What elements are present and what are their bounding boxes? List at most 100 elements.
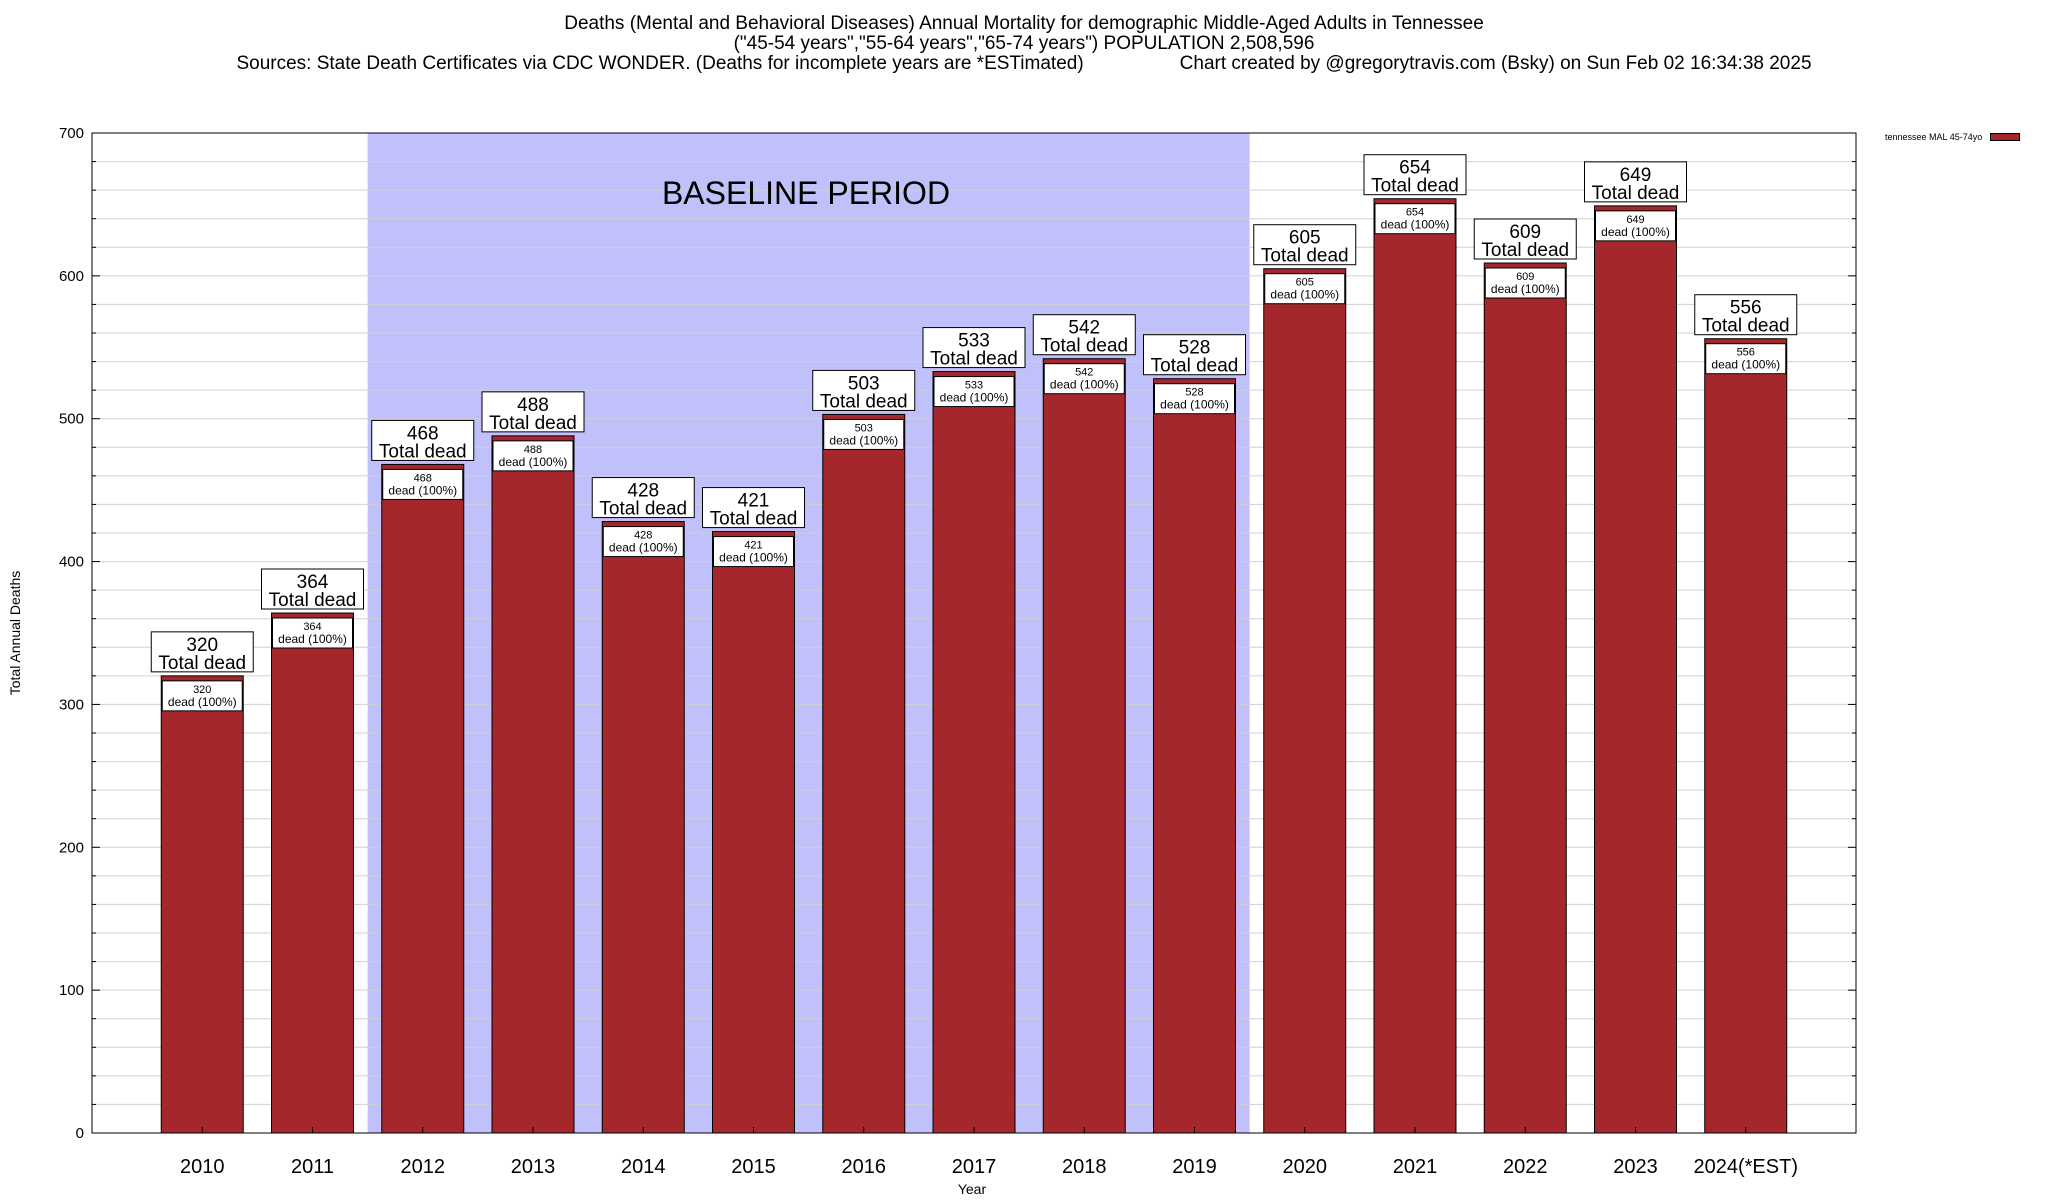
x-tick-label: 2018 (1062, 1156, 1107, 1178)
inner-value-label: 528 (1185, 387, 1203, 399)
inner-percent-label: dead (100%) (278, 632, 347, 646)
top-value-label: 364 (297, 572, 329, 593)
x-tick-label: 2023 (1613, 1156, 1658, 1178)
top-value-label: 421 (738, 491, 770, 512)
x-tick-label: 2024(*EST) (1694, 1156, 1799, 1178)
top-total-label: Total dead (489, 413, 577, 434)
x-tick-label: 2017 (952, 1156, 997, 1178)
bar-2020 (1263, 268, 1347, 1134)
bar-2021 (1373, 198, 1457, 1134)
top-label-box (591, 477, 695, 519)
inner-label-box (1484, 267, 1566, 299)
y-tick-label: 600 (59, 268, 84, 285)
top-value-label: 542 (1068, 318, 1100, 339)
inner-label-box (1043, 363, 1125, 395)
x-tick-label: 2016 (842, 1156, 887, 1178)
top-label-box (150, 631, 254, 673)
inner-label-box (1374, 203, 1456, 235)
bar-2017 (932, 371, 1016, 1134)
x-tick-label: 2015 (731, 1156, 776, 1178)
top-label-box (371, 419, 475, 461)
top-total-label: Total dead (710, 509, 798, 530)
inner-percent-label: dead (100%) (940, 391, 1009, 405)
top-value-label: 605 (1289, 228, 1321, 249)
bar-2016 (822, 413, 906, 1134)
inner-label-box (1264, 273, 1346, 305)
inner-label-box (492, 440, 574, 472)
bar-2015 (712, 531, 795, 1134)
inner-value-label: 421 (744, 540, 762, 552)
top-value-label: 649 (1620, 165, 1652, 186)
inner-value-label: 320 (193, 684, 211, 696)
top-total-label: Total dead (269, 590, 357, 611)
inner-label-box (382, 468, 464, 500)
x-tick-label: 2021 (1393, 1156, 1438, 1178)
credit-text: Chart created by @gregorytravis.com (Bsk… (1179, 53, 1812, 74)
inner-value-label: 654 (1406, 207, 1424, 219)
chart-subtitle: ("45-54 years","55-64 years","65-74 year… (733, 33, 1315, 54)
x-tick-label: 2012 (401, 1156, 446, 1178)
inner-label-box (823, 418, 905, 450)
top-label-box (261, 568, 364, 610)
inner-value-label: 542 (1075, 367, 1093, 379)
inner-percent-label: dead (100%) (388, 483, 457, 497)
top-value-label: 428 (627, 481, 659, 502)
y-tick-label: 500 (59, 411, 84, 428)
inner-value-label: 556 (1737, 347, 1755, 359)
chart-title-block: Deaths (Mental and Behavioral Diseases) … (0, 14, 2048, 74)
top-label-box (1253, 224, 1357, 266)
legend: tennessee MAL 45-74yo (1885, 132, 2021, 142)
inner-percent-label: dead (100%) (168, 695, 237, 709)
y-axis-title: Total Annual Deaths (7, 571, 23, 696)
top-label-box (1584, 161, 1687, 203)
inner-percent-label: dead (100%) (719, 551, 788, 565)
x-tick-label: 2022 (1503, 1156, 1548, 1178)
inner-label-box (933, 376, 1015, 408)
top-value-label: 468 (407, 423, 439, 444)
bar-2010 (160, 675, 244, 1134)
bar-2022 (1483, 262, 1567, 1134)
baseline-period-label: BASELINE PERIOD (662, 175, 950, 211)
bar-2023 (1594, 205, 1677, 1134)
top-value-label: 503 (848, 373, 880, 394)
top-total-label: Total dead (158, 653, 246, 674)
bar-2014 (601, 521, 685, 1134)
inner-label-box (713, 536, 794, 568)
inner-value-label: 428 (634, 530, 652, 542)
top-label-box (481, 391, 585, 433)
inner-label-box (272, 617, 353, 649)
top-value-label: 533 (958, 331, 990, 352)
x-axis-title: Year (958, 1181, 987, 1197)
top-total-label: Total dead (930, 349, 1018, 370)
inner-percent-label: dead (100%) (1050, 378, 1119, 392)
top-total-label: Total dead (599, 499, 687, 520)
top-total-label: Total dead (1371, 176, 1459, 197)
top-label-box (1473, 218, 1577, 260)
inner-value-label: 649 (1626, 214, 1644, 226)
x-tick-label: 2011 (291, 1156, 334, 1178)
inner-label-box (1705, 343, 1787, 375)
inner-label-box (1154, 383, 1235, 415)
top-value-label: 320 (186, 635, 218, 656)
top-total-label: Total dead (1592, 183, 1680, 204)
x-tick-label: 2020 (1283, 1156, 1328, 1178)
inner-value-label: 605 (1296, 277, 1314, 289)
x-tick-label: 2013 (511, 1156, 556, 1178)
inner-value-label: 533 (965, 380, 983, 392)
top-value-label: 654 (1399, 158, 1431, 179)
bar-2024(*EST) (1704, 338, 1788, 1134)
top-label-box (702, 487, 805, 529)
top-label-box (1032, 314, 1136, 356)
top-label-box (922, 327, 1026, 369)
inner-percent-label: dead (100%) (609, 541, 678, 555)
inner-value-label: 364 (303, 621, 321, 633)
y-tick-label: 400 (59, 554, 84, 571)
top-value-label: 556 (1730, 298, 1762, 319)
top-total-label: Total dead (1481, 240, 1569, 261)
legend-swatch (1990, 133, 2021, 141)
top-total-label: Total dead (820, 391, 908, 412)
inner-label-box (1595, 210, 1676, 242)
bar-2012 (381, 463, 465, 1134)
top-value-label: 528 (1179, 338, 1211, 359)
